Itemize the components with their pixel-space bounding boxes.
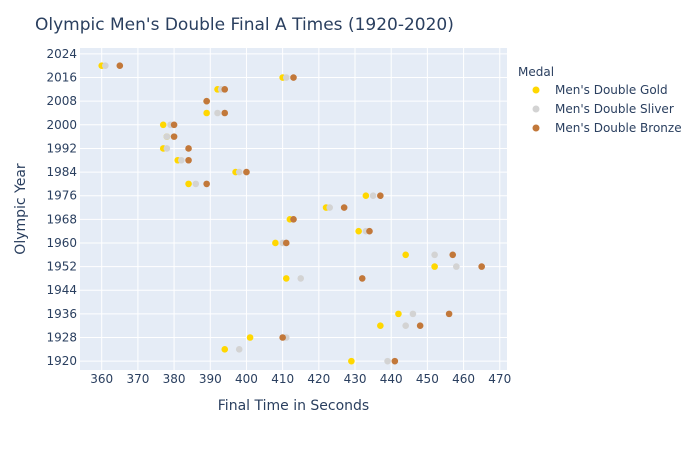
x-tick-label: 390 bbox=[199, 372, 222, 386]
data-point-series-2[interactable] bbox=[203, 97, 210, 105]
y-tick-label: 1928 bbox=[46, 331, 77, 345]
data-point-series-1[interactable] bbox=[402, 322, 409, 329]
y-tick-label: 1944 bbox=[46, 283, 77, 297]
y-tick-label: 1952 bbox=[46, 260, 77, 274]
data-point-series-2[interactable] bbox=[282, 239, 290, 247]
data-point-series-1[interactable] bbox=[282, 74, 290, 81]
data-point-series-0[interactable] bbox=[395, 310, 402, 318]
data-point-series-2[interactable] bbox=[478, 263, 485, 270]
data-point-series-1[interactable] bbox=[178, 156, 185, 164]
legend-item-silver[interactable]: Men's Double Sliver bbox=[532, 102, 674, 116]
data-point-series-2[interactable] bbox=[221, 86, 229, 93]
data-point-series-1[interactable] bbox=[297, 275, 305, 282]
data-point-series-2[interactable] bbox=[377, 192, 384, 200]
data-point-series-0[interactable] bbox=[203, 109, 210, 117]
data-point-series-2[interactable] bbox=[170, 121, 178, 129]
y-tick-label: 1984 bbox=[46, 165, 77, 179]
x-tick-label: 470 bbox=[488, 372, 511, 386]
y-tick-label: 1960 bbox=[46, 236, 77, 250]
legend-marker-silver bbox=[532, 105, 540, 113]
data-point-series-2[interactable] bbox=[116, 62, 124, 70]
legend-label-gold: Men's Double Gold bbox=[555, 83, 668, 97]
data-point-series-0[interactable] bbox=[282, 275, 290, 282]
data-point-series-1[interactable] bbox=[431, 251, 438, 259]
data-point-series-2[interactable] bbox=[243, 168, 250, 176]
plot-area bbox=[80, 48, 507, 370]
data-point-series-1[interactable] bbox=[163, 133, 171, 140]
y-axis-label: Olympic Year bbox=[13, 163, 29, 255]
data-point-series-2[interactable] bbox=[290, 74, 297, 81]
data-point-series-1[interactable] bbox=[409, 310, 417, 318]
data-point-series-0[interactable] bbox=[272, 239, 279, 247]
data-point-series-2[interactable] bbox=[366, 227, 373, 235]
x-tick-label: 410 bbox=[271, 372, 294, 386]
x-tick-label: 420 bbox=[307, 372, 330, 386]
data-point-series-2[interactable] bbox=[185, 145, 192, 152]
data-point-series-2[interactable] bbox=[290, 216, 297, 223]
data-point-series-2[interactable] bbox=[203, 180, 210, 188]
legend: Medal Men's Double Gold Men's Double Sli… bbox=[518, 65, 682, 135]
x-axis-label: Final Time in Seconds bbox=[218, 398, 369, 414]
y-tick-label: 1936 bbox=[46, 307, 77, 321]
y-tick-label: 1920 bbox=[46, 354, 77, 368]
data-point-series-2[interactable] bbox=[340, 204, 348, 211]
data-point-series-1[interactable] bbox=[192, 180, 200, 188]
data-point-series-0[interactable] bbox=[402, 251, 409, 259]
y-tick-label: 1992 bbox=[46, 141, 77, 155]
chart-title: Olympic Men's Double Final A Times (1920… bbox=[35, 15, 454, 35]
data-point-series-1[interactable] bbox=[369, 192, 377, 200]
legend-label-bronze: Men's Double Bronze bbox=[555, 121, 682, 135]
data-point-series-1[interactable] bbox=[102, 62, 109, 70]
data-point-series-1[interactable] bbox=[384, 357, 391, 365]
legend-item-bronze[interactable]: Men's Double Bronze bbox=[532, 121, 682, 135]
x-tick-label: 370 bbox=[126, 372, 149, 386]
data-point-series-1[interactable] bbox=[214, 109, 221, 117]
data-point-series-1[interactable] bbox=[453, 263, 460, 270]
y-tick-label: 1976 bbox=[46, 189, 77, 203]
legend-marker-bronze bbox=[532, 124, 540, 132]
data-points bbox=[98, 62, 485, 365]
x-tick-label: 360 bbox=[90, 372, 113, 386]
data-point-series-0[interactable] bbox=[348, 357, 355, 365]
data-point-series-0[interactable] bbox=[246, 334, 254, 341]
x-tick-label: 430 bbox=[344, 372, 367, 386]
data-point-series-1[interactable] bbox=[163, 145, 171, 152]
legend-item-gold[interactable]: Men's Double Gold bbox=[532, 83, 668, 97]
data-point-series-2[interactable] bbox=[358, 275, 366, 282]
data-point-series-2[interactable] bbox=[279, 334, 286, 341]
data-point-series-2[interactable] bbox=[391, 357, 399, 365]
data-point-series-2[interactable] bbox=[416, 322, 424, 329]
y-tick-labels: 1920 1928 1936 1944 1952 1960 1968 1976 1984 1992… bbox=[46, 47, 77, 368]
data-point-series-0[interactable] bbox=[159, 121, 167, 129]
data-point-series-1[interactable] bbox=[326, 204, 333, 211]
x-tick-label: 460 bbox=[452, 372, 475, 386]
legend-label-silver: Men's Double Sliver bbox=[555, 102, 674, 116]
y-tick-label: 2000 bbox=[46, 118, 77, 132]
x-tick-label: 440 bbox=[380, 372, 403, 386]
data-point-series-2[interactable] bbox=[185, 156, 192, 164]
data-point-series-2[interactable] bbox=[449, 251, 457, 259]
x-tick-labels: 360 370 380 390 400 410 420 430 440 450 460 470 bbox=[90, 372, 511, 386]
data-point-series-0[interactable] bbox=[185, 180, 192, 188]
data-point-series-0[interactable] bbox=[362, 192, 370, 200]
data-point-series-1[interactable] bbox=[235, 346, 243, 353]
data-point-series-0[interactable] bbox=[221, 346, 229, 353]
data-point-series-0[interactable] bbox=[355, 227, 362, 235]
legend-marker-gold bbox=[532, 86, 540, 94]
x-tick-label: 400 bbox=[235, 372, 258, 386]
data-point-series-2[interactable] bbox=[170, 133, 178, 140]
data-point-series-2[interactable] bbox=[221, 109, 229, 117]
y-tick-label: 2008 bbox=[46, 94, 77, 108]
data-point-series-0[interactable] bbox=[377, 322, 384, 329]
legend-title: Medal bbox=[518, 65, 554, 79]
y-tick-label: 2024 bbox=[46, 47, 77, 61]
x-tick-label: 450 bbox=[416, 372, 439, 386]
y-tick-label: 1968 bbox=[46, 212, 77, 226]
x-tick-label: 380 bbox=[163, 372, 186, 386]
data-point-series-1[interactable] bbox=[235, 168, 243, 176]
data-point-series-2[interactable] bbox=[445, 310, 453, 318]
y-tick-label: 2016 bbox=[46, 71, 77, 85]
data-point-series-0[interactable] bbox=[431, 263, 438, 270]
